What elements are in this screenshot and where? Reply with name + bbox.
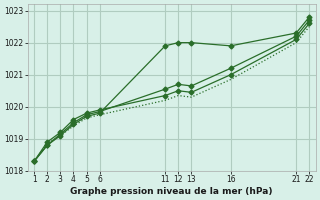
- X-axis label: Graphe pression niveau de la mer (hPa): Graphe pression niveau de la mer (hPa): [70, 187, 273, 196]
